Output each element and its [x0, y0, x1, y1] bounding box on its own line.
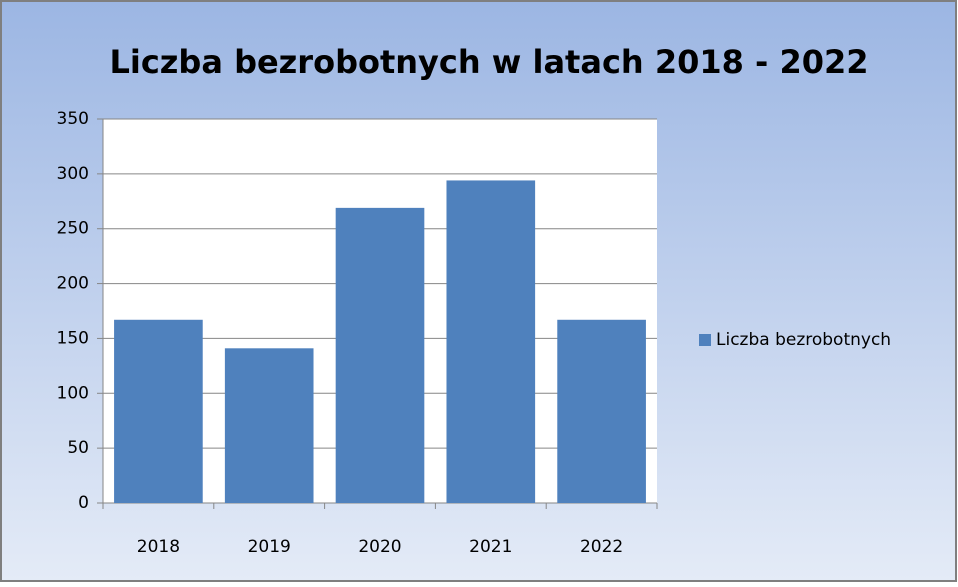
legend-label: Liczba bezrobotnych [716, 330, 891, 350]
x-tick-label: 2021 [469, 537, 512, 557]
x-tick-label: 2020 [358, 537, 401, 557]
bar [446, 180, 536, 503]
y-tick-label: 200 [57, 274, 89, 294]
y-tick-label: 150 [57, 328, 89, 348]
bar [114, 319, 203, 503]
bar [335, 207, 425, 503]
y-tick-label: 0 [78, 493, 89, 513]
bar [557, 319, 646, 503]
bar [224, 348, 314, 503]
y-tick-label: 50 [67, 438, 89, 458]
x-tick-label: 2018 [137, 537, 180, 557]
y-tick-label: 100 [57, 383, 89, 403]
y-tick-label: 250 [57, 219, 89, 239]
y-tick-label: 300 [57, 164, 89, 184]
y-tick-label: 350 [57, 109, 89, 129]
x-tick-label: 2022 [580, 537, 623, 557]
chart-title: Liczba bezrobotnych w latach 2018 - 2022 [109, 43, 868, 81]
legend-key [699, 334, 711, 346]
x-tick-label: 2019 [248, 537, 291, 557]
